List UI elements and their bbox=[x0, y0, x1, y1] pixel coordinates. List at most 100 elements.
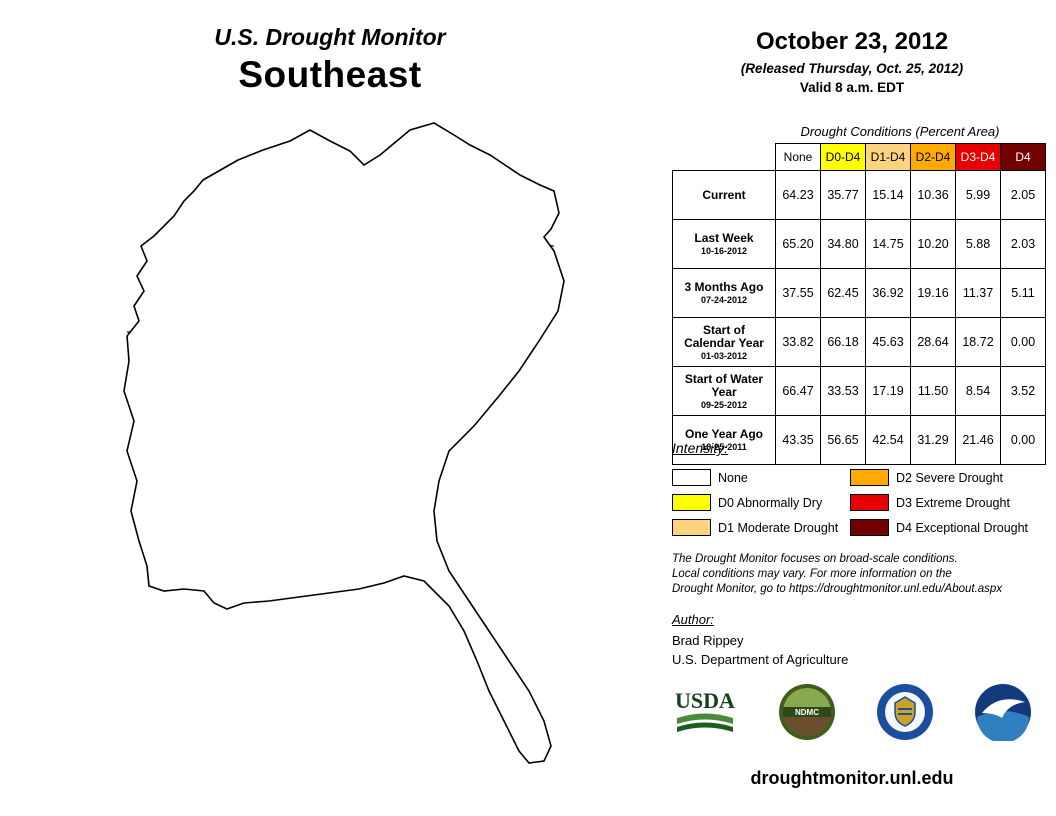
value-cell: 62.45 bbox=[820, 268, 866, 318]
southeast-map-svg bbox=[123, 122, 565, 764]
legend-label: D1 Moderate Drought bbox=[718, 520, 839, 535]
valid-time: Valid 8 a.m. EDT bbox=[799, 80, 905, 95]
table-row-3-months-ago: 3 Months Ago 07-24-2012 37.55 62.45 36.9… bbox=[672, 268, 1046, 318]
table-row-start-calendar-year: Start of Calendar Year 01-03-2012 33.82 … bbox=[672, 317, 1046, 367]
value-cell: 11.37 bbox=[955, 268, 1001, 318]
value-cell: 2.03 bbox=[1000, 219, 1046, 269]
value-cell: 33.82 bbox=[775, 317, 821, 367]
legend-label: None bbox=[718, 470, 748, 485]
table-row-one-year-ago: One Year Ago 10-25-2011 43.35 56.65 42.5… bbox=[672, 415, 1046, 465]
ndmc-logo: NDMC bbox=[779, 684, 835, 740]
released-date: (Released Thursday, Oct. 25, 2012) bbox=[740, 61, 964, 76]
row-label: Current bbox=[702, 187, 746, 202]
value-cell: 2.05 bbox=[1000, 170, 1046, 220]
value-cell: 5.99 bbox=[955, 170, 1001, 220]
col-header-d3-d4: D3-D4 bbox=[955, 143, 1001, 171]
value-cell: 42.54 bbox=[865, 415, 911, 465]
legend-swatch-d3 bbox=[850, 494, 889, 511]
row-label: Start of Water Year bbox=[684, 371, 764, 399]
value-cell: 37.55 bbox=[775, 268, 821, 318]
region-outline bbox=[123, 122, 565, 764]
legend-item-d1: D1 Moderate Drought bbox=[672, 515, 850, 540]
intensity-legend: Intensity: None D0 Abnormally Dry D1 Mod… bbox=[672, 440, 1044, 540]
table-header-row: None D0-D4 D1-D4 D2-D4 D3-D4 D4 bbox=[673, 143, 1046, 171]
value-cell: 10.36 bbox=[910, 170, 956, 220]
legend-swatch-d1 bbox=[672, 519, 711, 536]
disclaimer-line-1: The Drought Monitor focuses on broad-sca… bbox=[672, 553, 958, 565]
author-heading: Author: bbox=[672, 612, 714, 627]
value-cell: 15.14 bbox=[865, 170, 911, 220]
report-kicker: U.S. Drought Monitor bbox=[214, 24, 446, 50]
footer-url: droughtmonitor.unl.edu bbox=[750, 768, 954, 788]
value-cell: 64.23 bbox=[775, 170, 821, 220]
legend-swatch-d2 bbox=[850, 469, 889, 486]
info-panel: October 23, 2012 (Released Thursday, Oct… bbox=[660, 0, 1056, 816]
row-label: Start of Calendar Year bbox=[684, 322, 764, 350]
row-sublabel: 10-16-2012 bbox=[700, 246, 748, 256]
corner-cell bbox=[673, 144, 776, 171]
row-sublabel: 10-25-2011 bbox=[701, 442, 747, 452]
legend-swatch-d4 bbox=[850, 519, 889, 536]
table-row-current: Current 64.23 35.77 15.14 10.36 5.99 2.0… bbox=[672, 170, 1046, 220]
legend-item-d4: D4 Exceptional Drought bbox=[850, 515, 1044, 540]
legend-item-none: None bbox=[672, 465, 850, 490]
row-sublabel: 07-24-2012 bbox=[700, 295, 748, 305]
value-cell: 5.88 bbox=[955, 219, 1001, 269]
row-label: 3 Months Ago bbox=[684, 280, 764, 294]
row-label: One Year Ago bbox=[684, 427, 764, 441]
col-header-d1-d4: D1-D4 bbox=[865, 143, 911, 171]
date-block: October 23, 2012 (Released Thursday, Oct… bbox=[660, 28, 1044, 95]
noaa-logo bbox=[975, 684, 1031, 741]
value-cell: 0.00 bbox=[1000, 317, 1046, 367]
value-cell: 45.63 bbox=[865, 317, 911, 367]
legend-label: D3 Extreme Drought bbox=[896, 495, 1010, 510]
col-header-d0-d4: D0-D4 bbox=[820, 143, 866, 171]
author-org: U.S. Department of Agriculture bbox=[672, 652, 849, 667]
value-cell: 33.53 bbox=[820, 366, 866, 416]
drought-conditions-table: None D0-D4 D1-D4 D2-D4 D3-D4 D4 Current … bbox=[672, 143, 1046, 465]
commerce-seal-logo bbox=[877, 684, 933, 740]
svg-text:NDMC: NDMC bbox=[795, 708, 819, 717]
value-cell: 56.65 bbox=[820, 415, 866, 465]
table-row-start-water-year: Start of Water Year 09-25-2012 66.47 33.… bbox=[672, 366, 1046, 416]
value-cell: 65.20 bbox=[775, 219, 821, 269]
value-cell: 8.54 bbox=[955, 366, 1001, 416]
value-cell: 66.47 bbox=[775, 366, 821, 416]
legend-item-d0: D0 Abnormally Dry bbox=[672, 490, 850, 515]
value-cell: 28.64 bbox=[910, 317, 956, 367]
disclaimer-line-2: Local conditions may vary. For more info… bbox=[672, 568, 952, 580]
agency-logos: USDA NDMC bbox=[672, 683, 1032, 741]
value-cell: 11.50 bbox=[910, 366, 956, 416]
disclaimer-text: The Drought Monitor focuses on broad-sca… bbox=[672, 552, 1044, 597]
drought-map bbox=[28, 105, 668, 810]
row-label: Last Week bbox=[694, 231, 754, 245]
col-header-d2-d4: D2-D4 bbox=[910, 143, 956, 171]
legend-label: D4 Exceptional Drought bbox=[896, 520, 1029, 535]
usda-logo: USDA bbox=[675, 688, 735, 732]
col-header-none: None bbox=[775, 143, 821, 171]
value-cell: 36.92 bbox=[865, 268, 911, 318]
value-cell: 43.35 bbox=[775, 415, 821, 465]
row-sublabel: 01-03-2012 bbox=[700, 350, 748, 361]
value-cell: 34.80 bbox=[820, 219, 866, 269]
value-cell: 10.20 bbox=[910, 219, 956, 269]
table-row-last-week: Last Week 10-16-2012 65.20 34.80 14.75 1… bbox=[672, 219, 1046, 269]
col-header-d4: D4 bbox=[1000, 143, 1046, 171]
value-cell: 66.18 bbox=[820, 317, 866, 367]
value-cell: 5.11 bbox=[1000, 268, 1046, 318]
value-cell: 3.52 bbox=[1000, 366, 1046, 416]
page-title: Southeast bbox=[238, 54, 422, 95]
value-cell: 18.72 bbox=[955, 317, 1001, 367]
value-cell: 19.16 bbox=[910, 268, 956, 318]
svg-text:USDA: USDA bbox=[675, 688, 735, 713]
legend-item-d3: D3 Extreme Drought bbox=[850, 490, 1044, 515]
report-title-block: U.S. Drought Monitor Southeast bbox=[70, 24, 590, 96]
legend-label: D2 Severe Drought bbox=[896, 470, 1004, 485]
row-sublabel: 09-25-2012 bbox=[700, 399, 748, 410]
map-date: October 23, 2012 bbox=[755, 28, 949, 55]
value-cell: 35.77 bbox=[820, 170, 866, 220]
value-cell: 31.29 bbox=[910, 415, 956, 465]
value-cell: 21.46 bbox=[955, 415, 1001, 465]
author-name: Brad Rippey bbox=[672, 633, 744, 648]
